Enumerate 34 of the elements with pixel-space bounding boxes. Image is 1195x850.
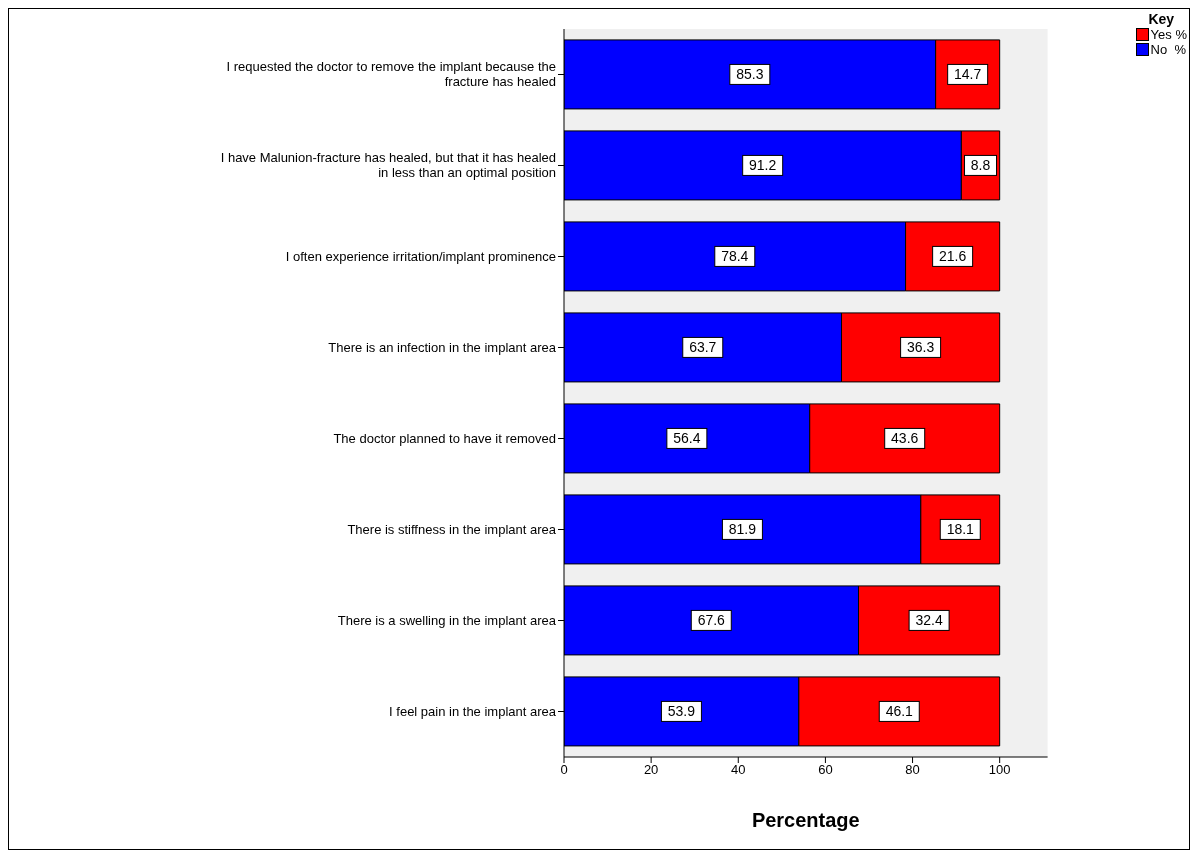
data-label: 78.4 xyxy=(721,248,749,265)
data-label: 85.3 xyxy=(736,66,764,83)
data-label: 18.1 xyxy=(946,521,975,538)
data-label: 46.1 xyxy=(885,703,914,720)
data-label: 21.6 xyxy=(939,248,967,265)
x-tick-label: 100 xyxy=(988,762,1011,778)
x-tick-label: 0 xyxy=(560,762,568,778)
data-label: 36.3 xyxy=(906,339,935,356)
data-label: 91.2 xyxy=(749,157,777,174)
y-tick-label: There is an infection in the implant area xyxy=(328,339,557,355)
x-tick-label: 20 xyxy=(643,762,659,778)
x-axis-title: Percentage xyxy=(751,809,860,831)
data-label: 67.6 xyxy=(697,612,726,629)
y-tick-label: The doctor planned to have it removed xyxy=(333,430,556,446)
y-tick-label: There is a swelling in the implant area xyxy=(337,612,557,628)
y-tick-label: There is stiffness in the implant area xyxy=(347,521,557,537)
data-label: 8.8 xyxy=(970,157,991,174)
y-tick-label: I requested the doctor to remove the implant because the fracture has healed xyxy=(226,59,556,89)
legend-title: Key xyxy=(1147,11,1176,27)
x-tick-label: 60 xyxy=(818,762,833,778)
data-label: 56.4 xyxy=(673,430,701,447)
data-label: 53.9 xyxy=(667,703,696,720)
data-label: 43.6 xyxy=(891,430,919,447)
x-tick-label: 40 xyxy=(731,762,746,778)
data-label: 63.7 xyxy=(689,339,717,356)
y-tick-label: I often experience irritation/implant prominence xyxy=(285,248,556,264)
y-tick-label: I have Malunion-fracture has healed, but that it has healed in less than an optimal position xyxy=(220,150,556,180)
x-tick-label: 80 xyxy=(905,762,920,778)
data-label: 32.4 xyxy=(915,612,943,629)
y-tick-label: I feel pain in the implant area xyxy=(389,703,557,719)
data-label: 81.9 xyxy=(728,521,757,538)
data-label: 14.7 xyxy=(954,66,982,83)
legend-label: No % xyxy=(1150,42,1187,57)
legend-label: Yes % xyxy=(1150,27,1187,42)
